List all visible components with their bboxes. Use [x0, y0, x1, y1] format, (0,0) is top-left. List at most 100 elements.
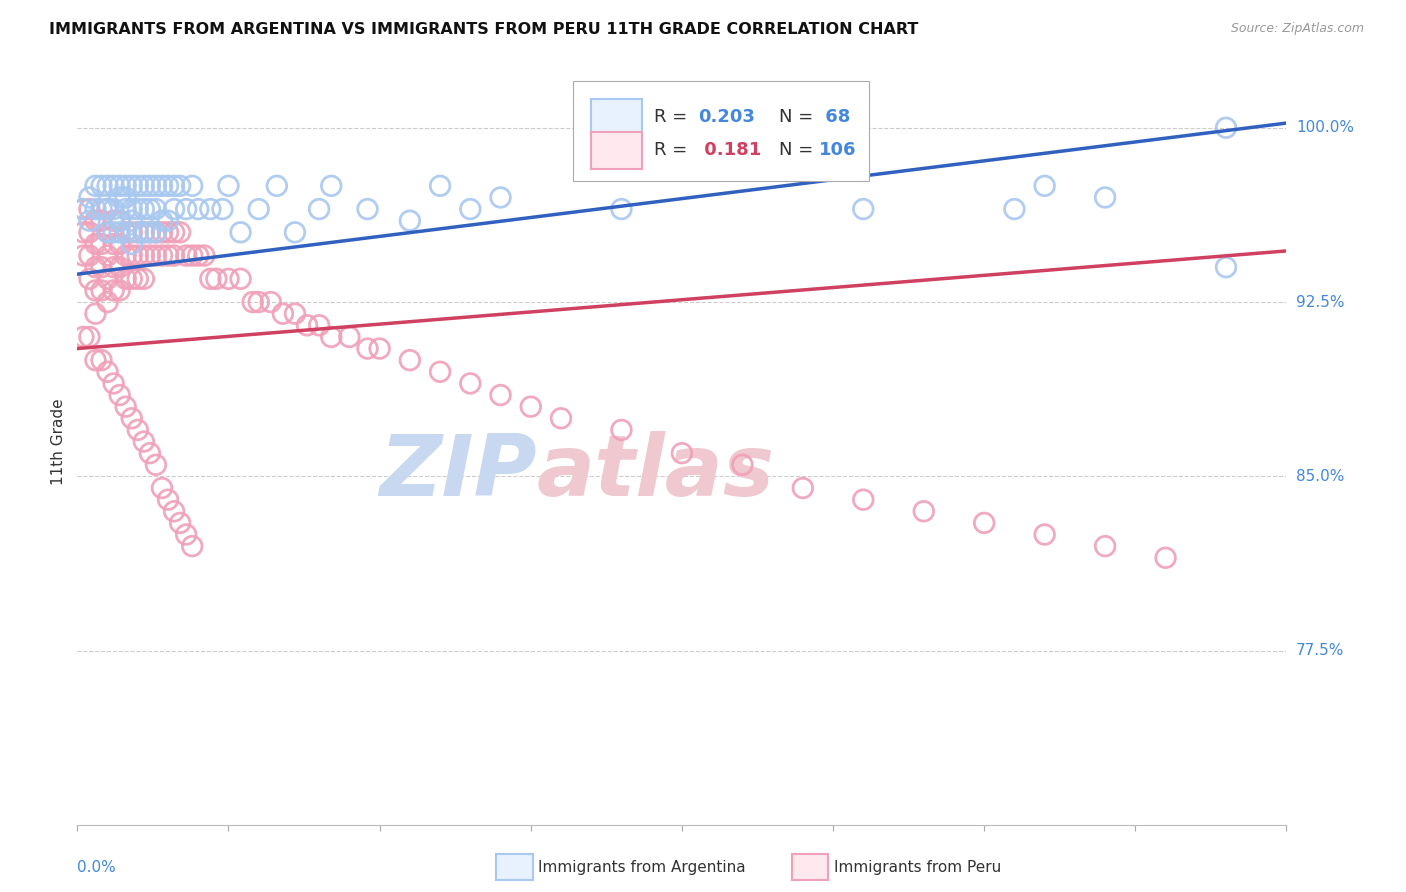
Text: 0.0%: 0.0% [77, 860, 117, 875]
Point [132, 225, 155, 239]
Point [1004, 202, 1026, 216]
Point [550, 411, 572, 425]
Point [321, 178, 343, 193]
Point [163, 504, 186, 518]
Point [79, 249, 101, 263]
Point [127, 423, 149, 437]
Point [157, 249, 180, 263]
Text: 92.5%: 92.5% [1296, 294, 1344, 310]
Point [169, 225, 191, 239]
Point [132, 272, 155, 286]
Point [169, 178, 191, 193]
Point [1094, 539, 1116, 553]
Text: N =: N = [779, 109, 818, 127]
Point [96, 365, 118, 379]
Point [132, 178, 155, 193]
Point [84, 213, 107, 227]
Point [145, 202, 167, 216]
Text: 77.5%: 77.5% [1296, 643, 1344, 658]
Point [121, 249, 143, 263]
Point [90, 284, 112, 298]
Point [218, 272, 240, 286]
Point [211, 202, 233, 216]
Point [96, 225, 118, 239]
Point [181, 178, 204, 193]
Point [912, 504, 935, 518]
Point [150, 178, 173, 193]
Point [103, 225, 125, 239]
Point [127, 202, 149, 216]
Point [72, 249, 94, 263]
Point [157, 213, 180, 227]
Point [90, 353, 112, 368]
Point [671, 446, 693, 460]
Text: 68: 68 [818, 109, 849, 127]
Point [157, 492, 180, 507]
Point [127, 225, 149, 239]
Point [72, 330, 94, 344]
Point [145, 178, 167, 193]
Point [84, 353, 107, 368]
Point [520, 400, 543, 414]
Text: 0.203: 0.203 [697, 109, 755, 127]
Point [84, 307, 107, 321]
Point [610, 202, 633, 216]
Point [139, 225, 162, 239]
Point [145, 225, 167, 239]
Point [145, 458, 167, 472]
Point [108, 260, 131, 275]
Point [96, 178, 118, 193]
Point [157, 225, 180, 239]
Point [174, 527, 197, 541]
Point [139, 202, 162, 216]
Point [96, 202, 118, 216]
Point [108, 213, 131, 227]
Point [356, 202, 378, 216]
Point [132, 434, 155, 449]
Point [260, 295, 283, 310]
Point [103, 284, 125, 298]
Point [218, 178, 240, 193]
Point [108, 213, 131, 227]
Point [181, 539, 204, 553]
Point [132, 249, 155, 263]
Point [163, 225, 186, 239]
Text: R =: R = [654, 142, 693, 160]
Point [114, 225, 136, 239]
Point [96, 202, 118, 216]
Point [321, 330, 343, 344]
Point [150, 481, 173, 495]
Point [114, 400, 136, 414]
Point [132, 225, 155, 239]
Point [399, 353, 422, 368]
Point [489, 388, 512, 402]
Point [90, 213, 112, 227]
Point [150, 225, 173, 239]
Point [852, 492, 875, 507]
Point [247, 202, 270, 216]
Point [96, 249, 118, 263]
Point [150, 249, 173, 263]
Point [72, 202, 94, 216]
Point [193, 249, 215, 263]
Point [731, 458, 754, 472]
Point [145, 249, 167, 263]
Point [114, 272, 136, 286]
Point [247, 295, 270, 310]
Point [308, 318, 330, 333]
Point [121, 225, 143, 239]
Point [308, 202, 330, 216]
Point [284, 307, 307, 321]
Point [84, 260, 107, 275]
FancyBboxPatch shape [574, 81, 869, 181]
Point [229, 225, 252, 239]
Point [96, 225, 118, 239]
Text: Immigrants from Peru: Immigrants from Peru [834, 860, 1001, 874]
Point [72, 225, 94, 239]
Point [429, 178, 451, 193]
Point [84, 284, 107, 298]
Point [79, 213, 101, 227]
Text: N =: N = [779, 142, 818, 160]
Point [90, 236, 112, 251]
Point [139, 178, 162, 193]
